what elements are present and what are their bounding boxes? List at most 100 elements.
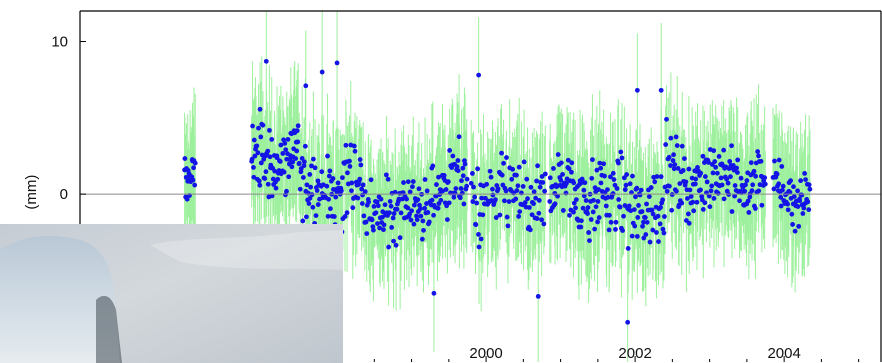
data-point: [672, 162, 678, 167]
data-point: [637, 192, 643, 198]
data-point: [330, 176, 336, 181]
data-point: [280, 151, 286, 156]
data-point: [626, 203, 632, 209]
data-point: [681, 156, 687, 161]
data-point: [426, 219, 432, 225]
data-point: [252, 153, 258, 159]
data-point: [254, 143, 260, 149]
data-point: [263, 58, 269, 64]
data-point: [571, 200, 577, 206]
data-point: [282, 140, 288, 146]
data-point: [683, 179, 689, 185]
data-point: [514, 172, 519, 178]
data-point: [536, 210, 542, 216]
data-point: [531, 189, 537, 195]
data-point: [482, 195, 488, 201]
data-point: [534, 216, 540, 221]
data-point: [569, 169, 574, 175]
data-point: [422, 205, 428, 211]
data-point: [713, 164, 719, 170]
data-point: [586, 230, 592, 235]
data-point: [394, 206, 400, 212]
data-point: [476, 232, 481, 237]
data-point: [497, 212, 503, 218]
data-point: [390, 215, 396, 221]
data-point: [671, 166, 677, 172]
data-point: [573, 197, 579, 202]
data-point: [680, 168, 686, 173]
data-point: [700, 207, 706, 212]
data-point: [646, 194, 652, 199]
data-point: [484, 181, 490, 187]
data-point: [476, 244, 482, 250]
data-point: [552, 201, 558, 207]
data-point: [293, 156, 299, 161]
data-point: [451, 194, 457, 200]
data-point: [375, 203, 381, 209]
data-point: [381, 222, 387, 228]
data-point: [542, 171, 548, 177]
data-point: [250, 123, 255, 129]
data-point: [668, 163, 673, 168]
data-point: [419, 236, 425, 242]
data-point: [349, 180, 355, 186]
data-point: [564, 181, 569, 186]
data-point: [371, 203, 377, 209]
data-point: [791, 184, 796, 190]
photo-ice-formation: [0, 235, 120, 363]
data-point: [734, 165, 739, 171]
data-point: [571, 180, 577, 186]
data-point: [258, 134, 264, 140]
data-point: [524, 176, 530, 182]
data-point: [788, 178, 794, 184]
data-point: [617, 204, 623, 210]
data-point: [418, 206, 423, 212]
data-point: [687, 187, 693, 193]
data-point: [527, 227, 533, 233]
data-point: [434, 182, 439, 187]
data-point: [380, 209, 386, 215]
data-point: [669, 207, 675, 213]
data-point: [499, 150, 504, 156]
data-point: [382, 202, 388, 208]
data-point: [456, 134, 462, 140]
data-point: [373, 210, 379, 216]
data-point: [563, 190, 569, 196]
data-point: [611, 177, 617, 182]
data-point: [460, 165, 466, 171]
data-point: [469, 171, 475, 176]
data-point: [309, 163, 314, 169]
data-point: [566, 166, 572, 172]
data-point: [525, 196, 530, 202]
data-point: [801, 205, 807, 211]
data-point: [606, 227, 612, 233]
data-point: [516, 213, 522, 219]
data-point: [319, 169, 325, 175]
data-point: [638, 187, 644, 193]
data-point: [724, 176, 730, 182]
data-point: [431, 212, 436, 218]
data-point: [702, 200, 708, 206]
data-point: [594, 167, 600, 173]
data-point: [772, 158, 777, 164]
data-point: [265, 148, 271, 154]
data-point: [493, 215, 499, 220]
data-point: [363, 219, 369, 225]
data-point: [516, 164, 522, 170]
data-point: [582, 180, 588, 186]
data-point: [328, 206, 333, 212]
data-point: [787, 189, 793, 195]
data-point: [567, 212, 572, 218]
data-point: [573, 205, 578, 211]
data-point: [706, 193, 712, 199]
data-point: [284, 188, 289, 194]
data-point: [377, 225, 383, 231]
data-point: [596, 187, 601, 192]
data-point: [343, 142, 349, 148]
data-point: [383, 172, 389, 178]
data-point: [779, 164, 785, 169]
data-point: [411, 202, 417, 208]
data-point: [587, 238, 592, 244]
data-point: [727, 158, 733, 164]
data-point: [558, 177, 564, 183]
